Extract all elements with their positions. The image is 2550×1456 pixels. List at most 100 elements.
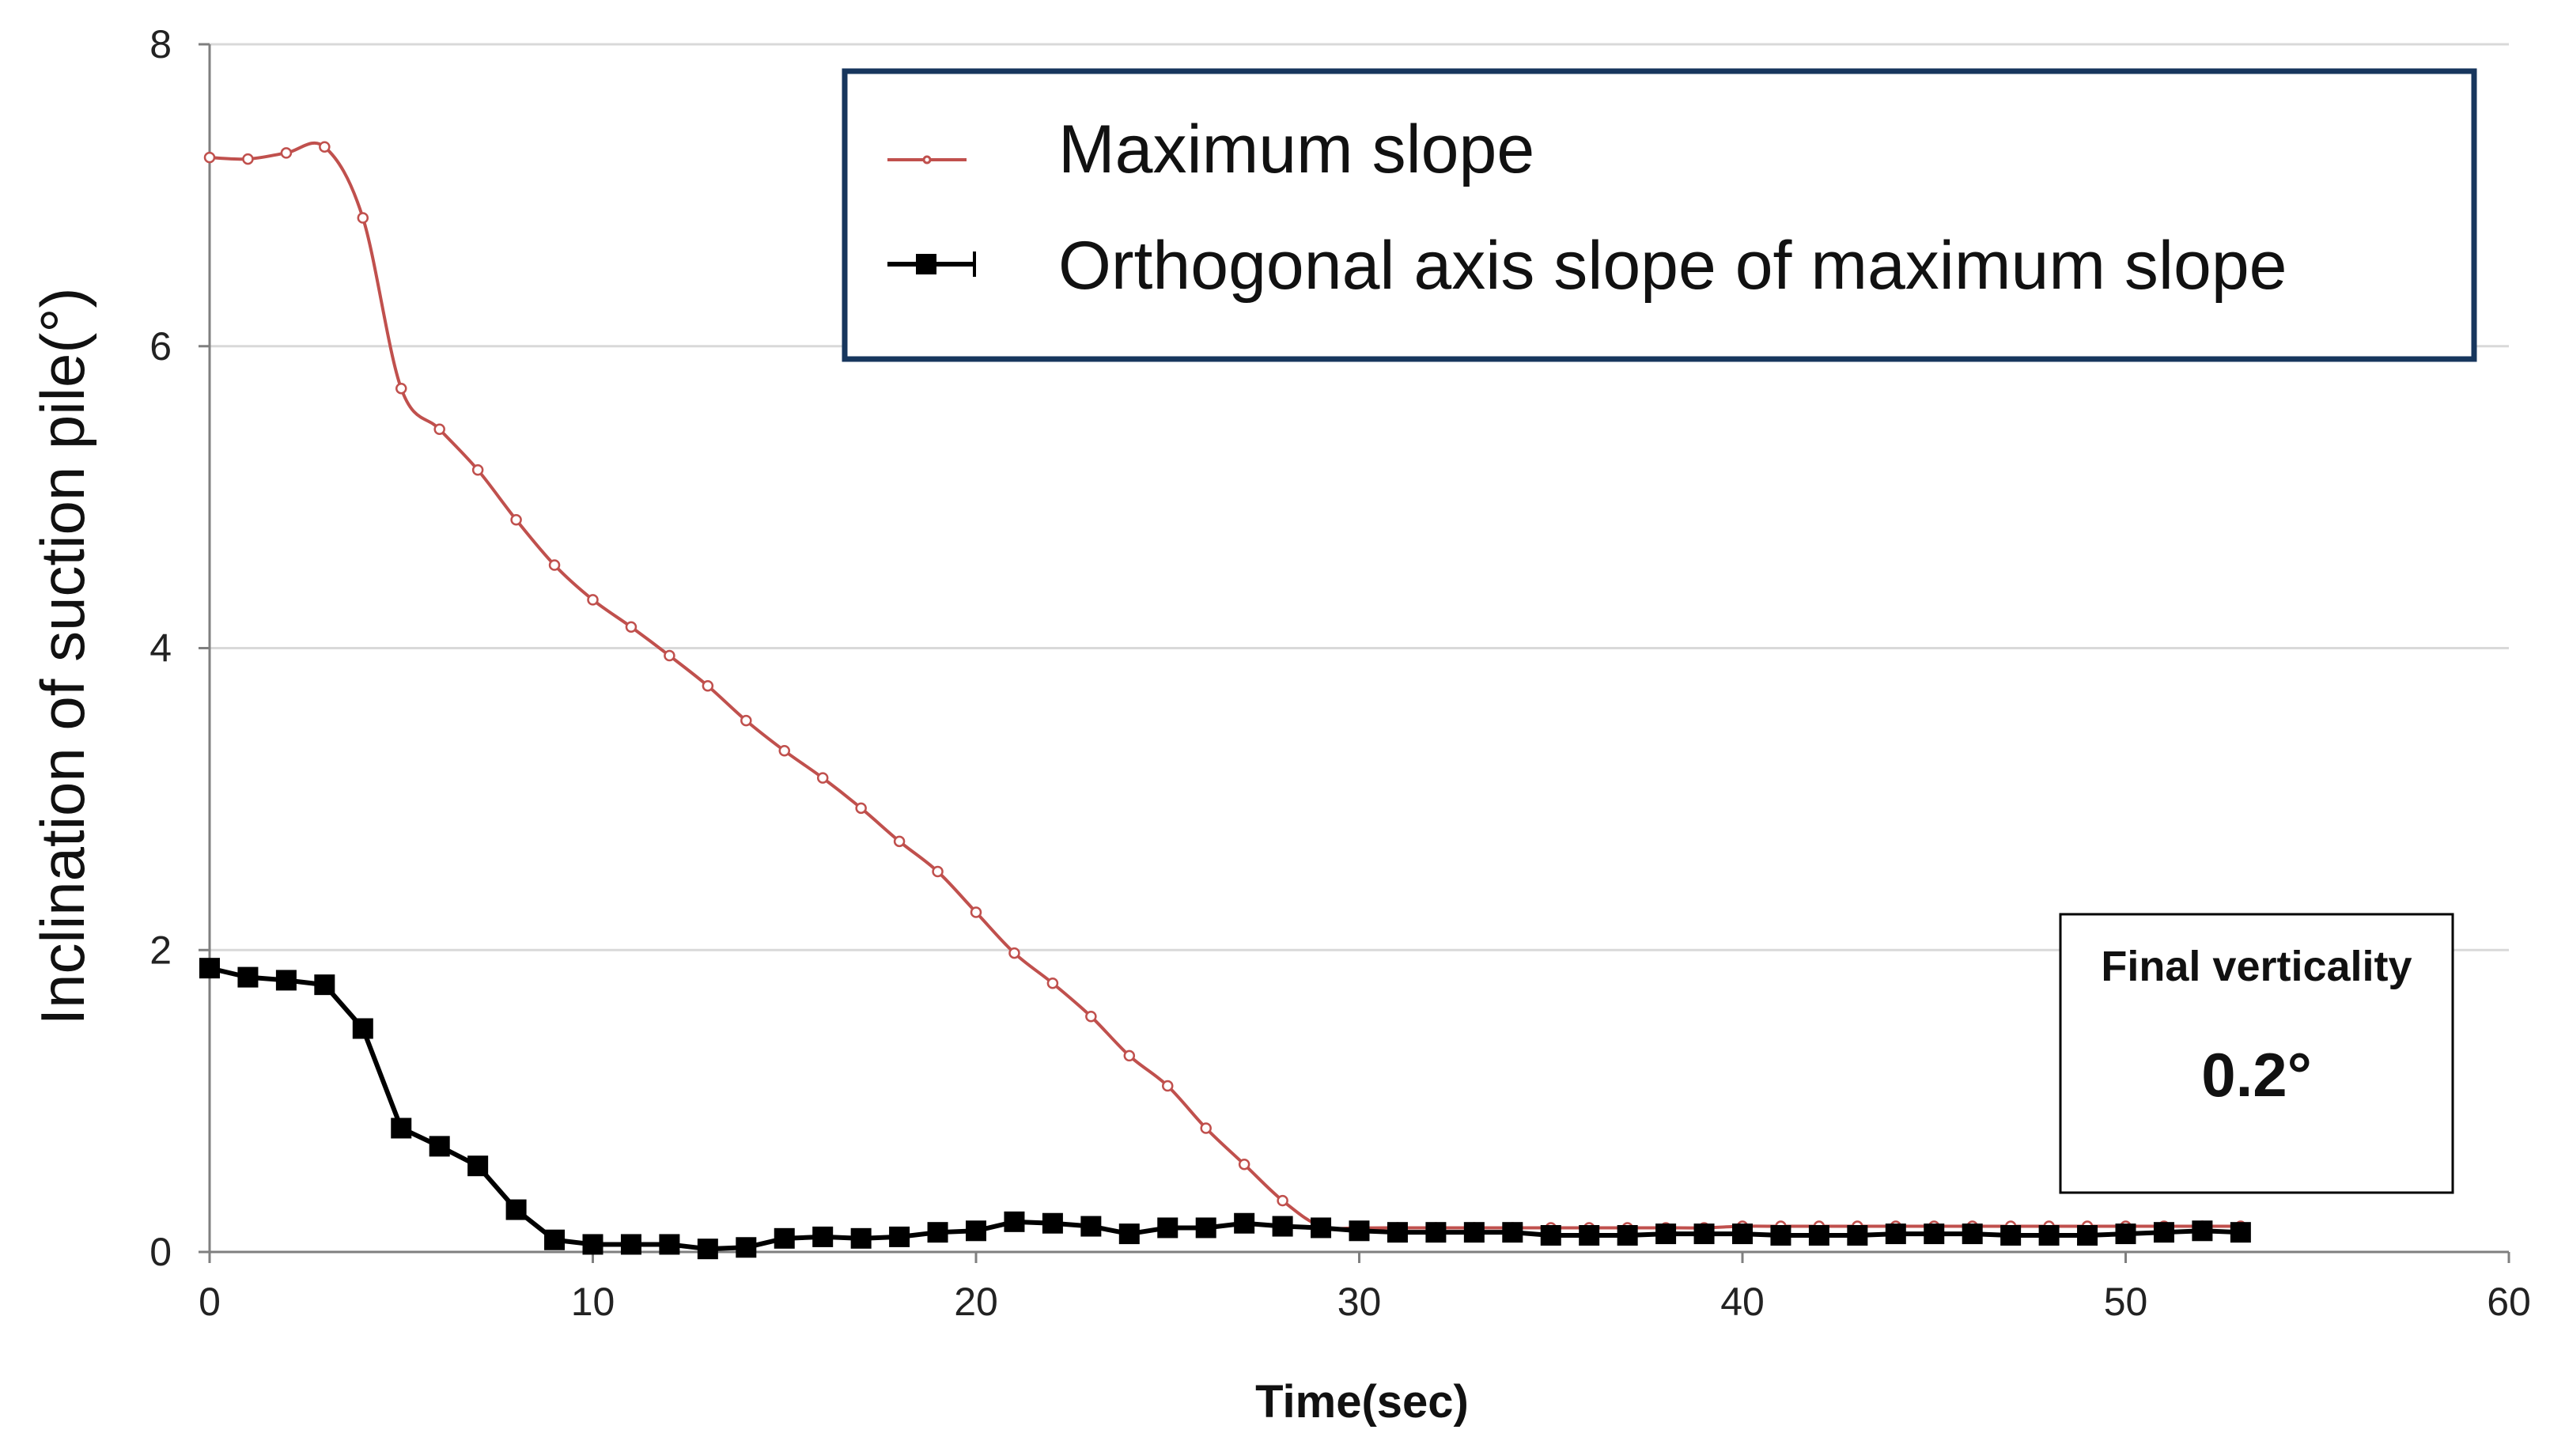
data-point-maximum-slope bbox=[1200, 1122, 1212, 1134]
data-point-orthogonal-slope bbox=[1617, 1225, 1638, 1246]
data-point-maximum-slope bbox=[1162, 1080, 1174, 1092]
data-point-orthogonal-slope bbox=[1387, 1222, 1408, 1243]
x-tick-label: 10 bbox=[571, 1280, 615, 1324]
final-verticality-annotation: Final verticality 0.2° bbox=[2059, 913, 2454, 1194]
data-point-orthogonal-slope bbox=[352, 1018, 373, 1039]
data-point-orthogonal-slope bbox=[2038, 1225, 2060, 1246]
legend: Maximum slope Orthogonal axis slope of m… bbox=[842, 68, 2477, 362]
data-point-maximum-slope bbox=[625, 621, 638, 633]
data-point-orthogonal-slope bbox=[1502, 1222, 1523, 1243]
annotation-title: Final verticality bbox=[2101, 943, 2412, 990]
legend-box bbox=[842, 68, 2477, 362]
data-point-orthogonal-slope bbox=[966, 1220, 986, 1242]
annotation-value: 0.2° bbox=[2201, 1040, 2312, 1110]
data-point-orthogonal-slope bbox=[1349, 1220, 1370, 1242]
data-point-orthogonal-slope bbox=[889, 1226, 910, 1247]
data-point-maximum-slope bbox=[932, 865, 944, 878]
legend-label-orthogonal-slope: Orthogonal axis slope of maximum slope bbox=[1058, 228, 2287, 304]
tick-labels: 0 2 4 6 8 0 10 20 30 40 50 60 bbox=[149, 22, 2531, 1324]
data-point-orthogonal-slope bbox=[736, 1237, 757, 1258]
data-point-maximum-slope bbox=[664, 649, 675, 662]
y-tick-label: 6 bbox=[149, 324, 172, 369]
data-point-orthogonal-slope bbox=[199, 958, 220, 979]
data-point-maximum-slope bbox=[855, 802, 867, 815]
data-point-orthogonal-slope bbox=[1770, 1225, 1791, 1246]
data-point-maximum-slope bbox=[203, 151, 216, 164]
data-point-orthogonal-slope bbox=[1540, 1225, 1561, 1246]
data-point-orthogonal-slope bbox=[544, 1229, 566, 1250]
data-point-orthogonal-slope bbox=[2153, 1222, 2174, 1243]
y-tick-label: 4 bbox=[149, 626, 172, 671]
data-point-orthogonal-slope bbox=[314, 974, 335, 996]
data-point-orthogonal-slope bbox=[505, 1199, 527, 1220]
data-point-orthogonal-slope bbox=[1425, 1222, 1447, 1243]
data-point-orthogonal-slope bbox=[467, 1155, 489, 1177]
data-point-maximum-slope bbox=[893, 835, 906, 848]
data-point-maximum-slope bbox=[740, 714, 752, 727]
data-point-orthogonal-slope bbox=[237, 966, 259, 988]
data-point-orthogonal-slope bbox=[1157, 1217, 1179, 1239]
data-point-orthogonal-slope bbox=[1234, 1212, 1255, 1234]
series-layer bbox=[199, 141, 2251, 1260]
data-point-orthogonal-slope bbox=[275, 970, 297, 991]
data-point-orthogonal-slope bbox=[1579, 1225, 1600, 1246]
data-point-maximum-slope bbox=[319, 141, 331, 153]
legend-marker-orthogonal-slope bbox=[916, 254, 936, 274]
x-tick-label: 60 bbox=[2487, 1280, 2531, 1324]
data-point-maximum-slope bbox=[395, 382, 407, 395]
data-point-orthogonal-slope bbox=[2077, 1225, 2098, 1246]
x-tick-label: 30 bbox=[1337, 1280, 1382, 1324]
data-point-orthogonal-slope bbox=[2230, 1222, 2251, 1243]
data-point-orthogonal-slope bbox=[774, 1227, 795, 1249]
data-point-maximum-slope bbox=[816, 772, 829, 784]
data-point-maximum-slope bbox=[471, 464, 484, 476]
legend-marker-maximum-slope bbox=[922, 155, 932, 165]
data-point-orthogonal-slope bbox=[2192, 1220, 2213, 1242]
data-point-maximum-slope bbox=[242, 153, 254, 165]
annotation-box bbox=[2059, 913, 2454, 1194]
data-point-orthogonal-slope bbox=[659, 1234, 680, 1255]
data-point-orthogonal-slope bbox=[1962, 1223, 1983, 1245]
data-point-orthogonal-slope bbox=[1311, 1217, 1332, 1239]
data-point-orthogonal-slope bbox=[1808, 1225, 1829, 1246]
x-tick-label: 20 bbox=[954, 1280, 998, 1324]
data-point-orthogonal-slope bbox=[1732, 1223, 1753, 1245]
data-point-maximum-slope bbox=[1123, 1049, 1136, 1062]
data-point-orthogonal-slope bbox=[1118, 1223, 1140, 1245]
x-tick-label: 40 bbox=[1720, 1280, 1765, 1324]
data-point-orthogonal-slope bbox=[927, 1222, 948, 1243]
data-point-orthogonal-slope bbox=[1655, 1223, 1677, 1245]
x-axis-title: Time(sec) bbox=[1255, 1376, 1469, 1428]
data-point-orthogonal-slope bbox=[1080, 1216, 1102, 1237]
legend-label-maximum-slope: Maximum slope bbox=[1058, 112, 1534, 187]
data-point-orthogonal-slope bbox=[1847, 1225, 1868, 1246]
x-tick-label: 0 bbox=[199, 1280, 221, 1324]
data-point-orthogonal-slope bbox=[620, 1234, 641, 1255]
data-point-maximum-slope bbox=[1238, 1159, 1250, 1170]
data-point-orthogonal-slope bbox=[1195, 1217, 1216, 1239]
data-point-orthogonal-slope bbox=[812, 1226, 834, 1247]
data-point-maximum-slope bbox=[1085, 1010, 1097, 1023]
x-tick-label: 50 bbox=[2104, 1280, 2148, 1324]
data-point-maximum-slope bbox=[1277, 1194, 1288, 1207]
data-point-orthogonal-slope bbox=[1693, 1223, 1715, 1245]
data-point-maximum-slope bbox=[510, 514, 522, 526]
data-point-maximum-slope bbox=[280, 147, 293, 159]
data-point-maximum-slope bbox=[587, 594, 599, 606]
data-point-orthogonal-slope bbox=[1463, 1222, 1485, 1243]
y-tick-label: 8 bbox=[149, 22, 172, 66]
data-point-maximum-slope bbox=[970, 906, 982, 918]
data-point-orthogonal-slope bbox=[1924, 1223, 1945, 1245]
data-point-orthogonal-slope bbox=[850, 1227, 872, 1249]
data-point-maximum-slope bbox=[548, 559, 561, 571]
data-point-orthogonal-slope bbox=[1004, 1211, 1025, 1232]
data-point-maximum-slope bbox=[433, 423, 445, 435]
data-point-orthogonal-slope bbox=[2000, 1225, 2022, 1246]
data-point-orthogonal-slope bbox=[2115, 1223, 2136, 1245]
data-point-orthogonal-slope bbox=[1272, 1216, 1293, 1237]
data-point-maximum-slope bbox=[357, 212, 369, 224]
data-point-orthogonal-slope bbox=[1042, 1212, 1063, 1234]
y-tick-label: 2 bbox=[149, 928, 172, 972]
data-point-orthogonal-slope bbox=[391, 1118, 412, 1139]
